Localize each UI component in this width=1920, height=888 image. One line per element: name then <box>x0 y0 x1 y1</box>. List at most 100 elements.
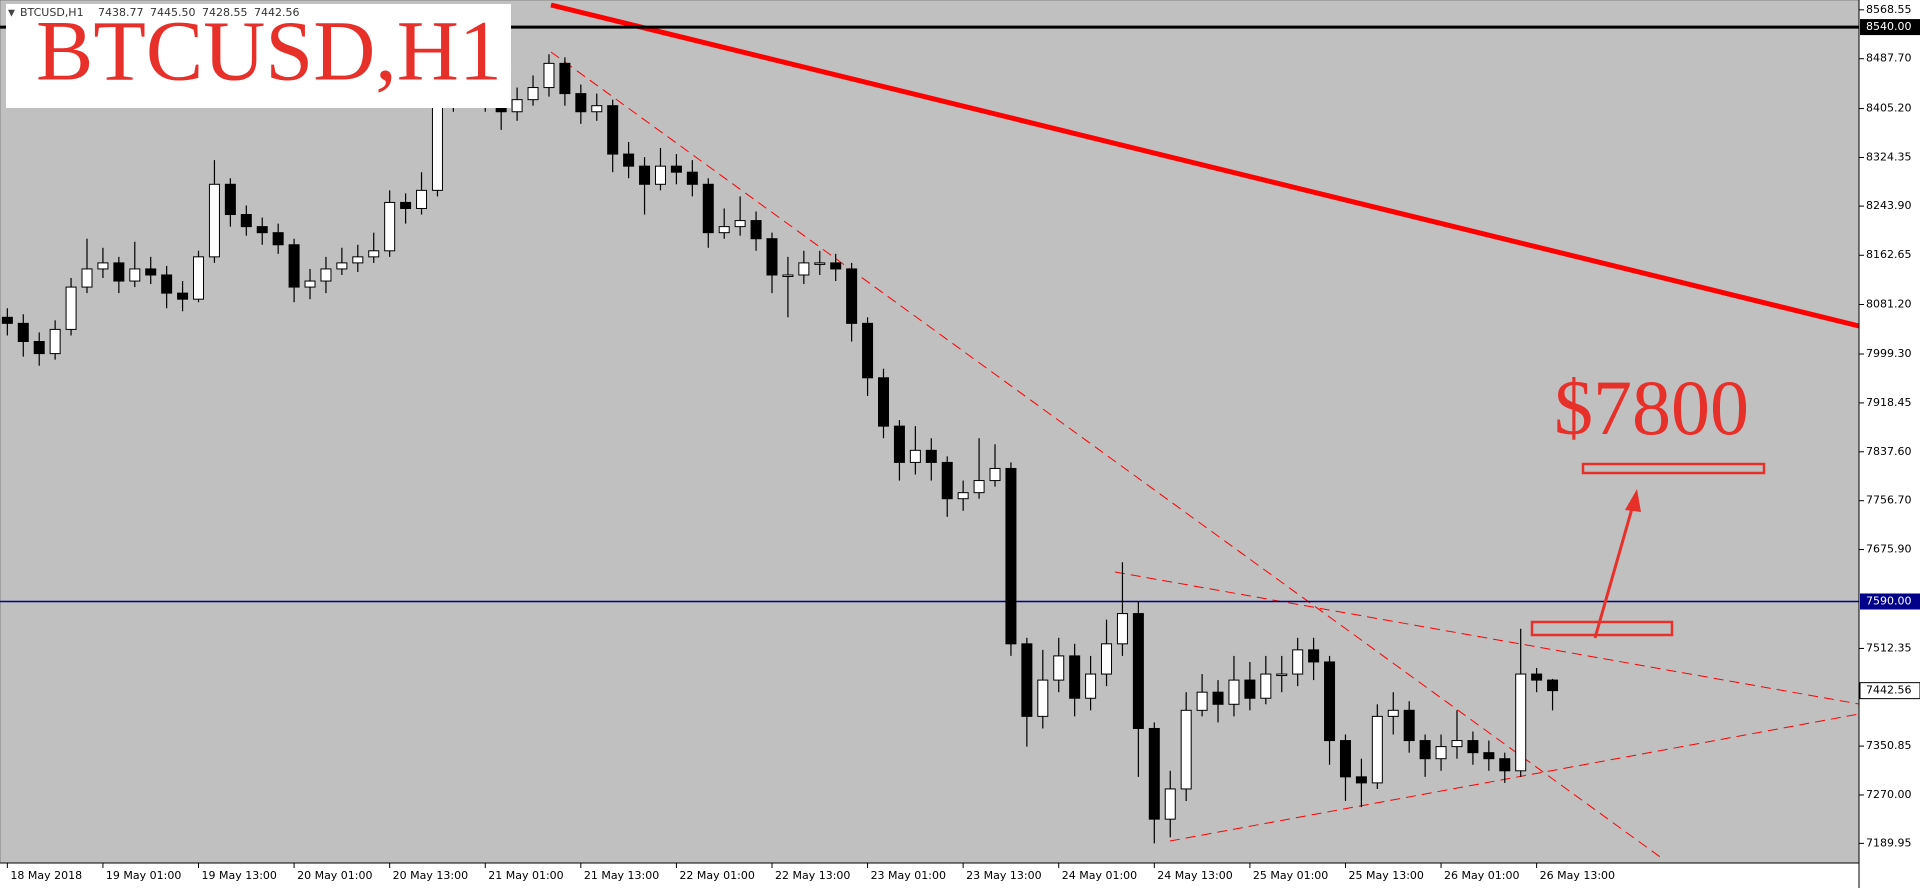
header-low: 7428.55 <box>202 6 248 19</box>
x-tick-label: 25 May 13:00 <box>1348 869 1423 882</box>
candle-body <box>33 340 45 355</box>
x-tick-label: 19 May 01:00 <box>106 869 181 882</box>
candle-body <box>113 262 125 282</box>
y-tick-label: 7270.00 <box>1866 788 1912 801</box>
candle-body <box>766 238 778 276</box>
candle-body <box>1037 679 1049 717</box>
candle-body <box>878 377 889 427</box>
arrow-shaft <box>1593 504 1635 639</box>
candle-body <box>973 480 985 494</box>
price-label-box <box>1860 19 1920 36</box>
candle-body <box>17 322 29 342</box>
x-tick-label: 20 May 01:00 <box>297 869 372 882</box>
candle-body <box>1101 643 1113 675</box>
candle-body <box>734 220 746 228</box>
y-tick-label: 8162.65 <box>1866 248 1912 261</box>
candle-body <box>750 220 762 240</box>
candle-body <box>527 87 539 101</box>
x-tick-label: 23 May 01:00 <box>871 869 946 882</box>
header-arrow: ▼ <box>8 9 15 19</box>
header-symbol: BTCUSD,H1 <box>20 6 84 19</box>
candle-body <box>607 105 619 155</box>
candle-body <box>941 461 953 500</box>
candle-body <box>97 262 109 270</box>
candle-body <box>957 492 969 500</box>
price-label: 8540.00 <box>1866 20 1912 33</box>
candle-body <box>240 214 252 228</box>
candle-body <box>416 189 428 209</box>
candle-body <box>81 268 93 288</box>
candle-body <box>1451 740 1463 748</box>
candle-body <box>639 165 651 185</box>
header-open: 7438.77 <box>98 6 144 19</box>
candle-body <box>65 286 77 330</box>
candle-body <box>1276 673 1288 677</box>
y-tick-label: 8324.35 <box>1866 150 1912 163</box>
candle-body <box>1180 709 1192 790</box>
candle-body <box>320 268 332 282</box>
candle-body <box>1355 776 1367 784</box>
candle-body <box>1244 679 1256 699</box>
candle-body <box>1371 715 1383 784</box>
candle-body <box>1547 679 1559 692</box>
candle-body <box>1308 649 1320 663</box>
target-box <box>1581 462 1766 475</box>
candle-body <box>575 93 587 113</box>
candle-body <box>1339 740 1351 778</box>
candle-body <box>909 449 921 463</box>
chart-title: BTCUSD,H1 <box>36 3 502 99</box>
target-label: $7800 <box>1554 364 1749 451</box>
x-tick-label: 25 May 01:00 <box>1253 869 1328 882</box>
candle-body <box>1212 691 1224 705</box>
candle-body <box>1053 655 1065 681</box>
candle-body <box>1069 655 1081 699</box>
candle-body <box>670 165 682 173</box>
x-tick-label: 21 May 13:00 <box>584 869 659 882</box>
candle-body <box>798 262 810 276</box>
trendlines <box>550 2 1860 860</box>
y-tick-label: 8568.55 <box>1866 3 1912 16</box>
candle-body <box>862 322 874 379</box>
dashed-trendline <box>550 51 1664 860</box>
candle-body <box>893 425 905 463</box>
candle-body <box>718 226 730 234</box>
y-tick-label: 8243.90 <box>1866 199 1912 212</box>
candle-body <box>431 99 443 191</box>
y-tick-label: 7675.90 <box>1866 543 1912 556</box>
candle-body <box>543 62 555 89</box>
candle-body <box>1467 740 1479 754</box>
x-tick-label: 23 May 13:00 <box>966 869 1041 882</box>
candle-body <box>686 171 698 185</box>
candle-body <box>830 262 842 270</box>
x-tick-label: 20 May 13:00 <box>393 869 468 882</box>
candle-body <box>1005 467 1017 645</box>
last-price-label: 7442.56 <box>1866 684 1912 697</box>
y-tick-label: 7756.70 <box>1866 494 1912 507</box>
annotations: $7800 BTCUSD,H1 ▼ BTCUSD,H1 7438.77 7445… <box>6 3 1766 639</box>
candle-body <box>1228 679 1240 705</box>
candle-body <box>1148 727 1160 820</box>
candle-body <box>208 183 220 258</box>
y-tick-label: 8081.20 <box>1866 297 1912 310</box>
y-tick-label: 7918.45 <box>1866 396 1912 409</box>
candle-body <box>384 201 396 252</box>
candle-body <box>1499 758 1511 772</box>
x-tick-label: 24 May 01:00 <box>1062 869 1137 882</box>
header-close: 7442.56 <box>254 6 300 19</box>
title-box <box>6 4 511 108</box>
candle-body <box>846 268 858 324</box>
candle-body <box>1483 752 1495 760</box>
candle-body <box>1021 643 1033 717</box>
x-tick-label: 24 May 13:00 <box>1157 869 1232 882</box>
candle-body <box>654 165 666 185</box>
y-tick-label: 7999.30 <box>1866 347 1912 360</box>
arrow-head <box>1625 489 1641 512</box>
candle-body <box>224 183 236 216</box>
candle-body <box>1435 746 1447 760</box>
candle-body <box>623 153 635 167</box>
candle-body <box>925 449 937 463</box>
candle-body <box>1531 673 1543 681</box>
candle-body <box>989 467 1001 482</box>
